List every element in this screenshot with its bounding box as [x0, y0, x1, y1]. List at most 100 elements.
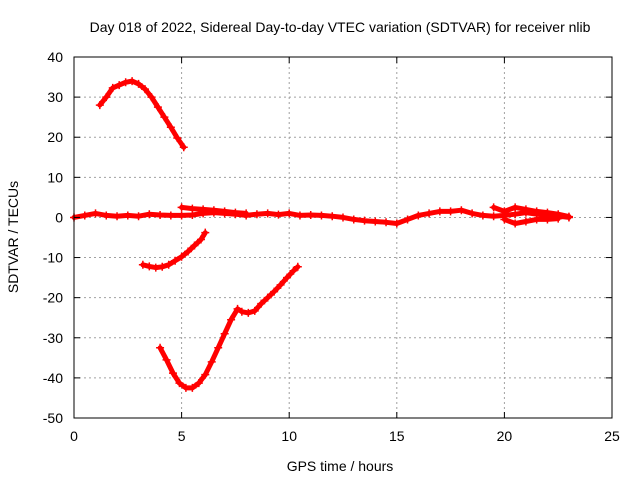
- data-point: [270, 287, 279, 296]
- data-point: [173, 134, 182, 143]
- data-point: [554, 214, 563, 223]
- y-tick-label: -40: [43, 370, 63, 386]
- data-point: [134, 79, 143, 88]
- data-point: [145, 262, 154, 271]
- data-point: [263, 293, 272, 302]
- data-point: [257, 299, 266, 308]
- x-tick-label: 15: [389, 428, 405, 444]
- data-point: [414, 211, 423, 220]
- data-point: [134, 212, 143, 221]
- data-point: [138, 260, 147, 269]
- data-point: [231, 208, 240, 217]
- data-point: [194, 379, 203, 388]
- plot-frame: [73, 56, 613, 419]
- data-point: [166, 123, 175, 132]
- data-point: [102, 93, 111, 102]
- data-point: [489, 212, 498, 221]
- data-point: [115, 81, 124, 90]
- data-point: [285, 209, 294, 218]
- data-point: [237, 307, 246, 316]
- data-point: [532, 207, 541, 216]
- data-point: [468, 209, 477, 218]
- data-point: [227, 315, 236, 324]
- data-point: [446, 207, 455, 216]
- data-point: [153, 103, 162, 112]
- data-point: [199, 205, 208, 214]
- data-point: [141, 85, 150, 94]
- data-point: [564, 212, 573, 221]
- data-point: [184, 247, 193, 256]
- data-point: [543, 208, 552, 217]
- series-lower-arc: [156, 262, 302, 392]
- data-point: [156, 211, 165, 220]
- data-series-layer: [70, 77, 573, 392]
- data-point: [293, 262, 302, 271]
- data-point: [349, 215, 358, 224]
- data-point: [220, 329, 229, 338]
- x-tick-label: 0: [70, 428, 78, 444]
- y-tick-label: 30: [47, 89, 63, 105]
- data-point: [158, 262, 167, 271]
- series-upper-arc: [95, 77, 188, 152]
- data-point: [196, 235, 205, 244]
- y-tick-label: 10: [47, 169, 63, 185]
- y-tick-label: -10: [43, 250, 63, 266]
- data-point: [168, 369, 177, 378]
- data-point: [145, 210, 154, 219]
- data-point: [242, 209, 251, 218]
- data-point: [214, 343, 223, 352]
- data-point: [177, 252, 186, 261]
- axis-ticks: 0 5 10 15 20 25 -50 -40 -30 -20 -10 0 10 20 30 40: [43, 49, 620, 444]
- data-point: [263, 209, 272, 218]
- data-point: [328, 212, 337, 221]
- y-tick-label: 40: [47, 49, 63, 65]
- data-point: [166, 211, 175, 220]
- data-point: [123, 211, 132, 220]
- grid: [74, 57, 612, 418]
- data-point: [371, 217, 380, 226]
- data-point: [532, 215, 541, 224]
- data-point: [177, 211, 186, 220]
- data-point: [425, 209, 434, 218]
- x-tick-label: 25: [604, 428, 620, 444]
- data-point: [511, 219, 520, 228]
- data-point: [121, 78, 130, 87]
- data-point: [511, 203, 520, 212]
- series-line: [140, 230, 208, 271]
- data-point: [220, 207, 229, 216]
- data-point: [543, 215, 552, 224]
- y-tick-label: -50: [43, 410, 63, 426]
- data-point: [201, 228, 210, 237]
- x-tick-label: 20: [497, 428, 513, 444]
- data-point: [511, 210, 520, 219]
- data-point: [188, 204, 197, 213]
- data-point: [521, 217, 530, 226]
- y-axis-label: SDTVAR / TECUs: [5, 181, 21, 293]
- data-point: [392, 219, 401, 228]
- data-point: [250, 306, 259, 315]
- data-point: [289, 266, 298, 275]
- y-tick-label: -20: [43, 290, 63, 306]
- data-point: [80, 211, 89, 220]
- data-point: [252, 210, 261, 219]
- data-point: [209, 206, 218, 215]
- series-upper-band: [177, 203, 251, 218]
- data-point: [95, 101, 104, 110]
- data-point: [274, 210, 283, 219]
- data-point: [190, 241, 199, 250]
- data-point: [306, 211, 315, 220]
- data-point: [295, 211, 304, 220]
- data-point: [91, 209, 100, 218]
- data-point: [233, 304, 242, 313]
- data-point: [113, 212, 122, 221]
- data-point: [177, 203, 186, 212]
- series-middle-arc: [138, 228, 210, 272]
- data-point: [151, 263, 160, 272]
- data-point: [102, 211, 111, 220]
- data-point: [478, 211, 487, 220]
- data-point: [175, 379, 184, 388]
- data-point: [244, 308, 253, 317]
- data-point: [500, 207, 509, 216]
- x-axis-label: GPS time / hours: [287, 458, 394, 474]
